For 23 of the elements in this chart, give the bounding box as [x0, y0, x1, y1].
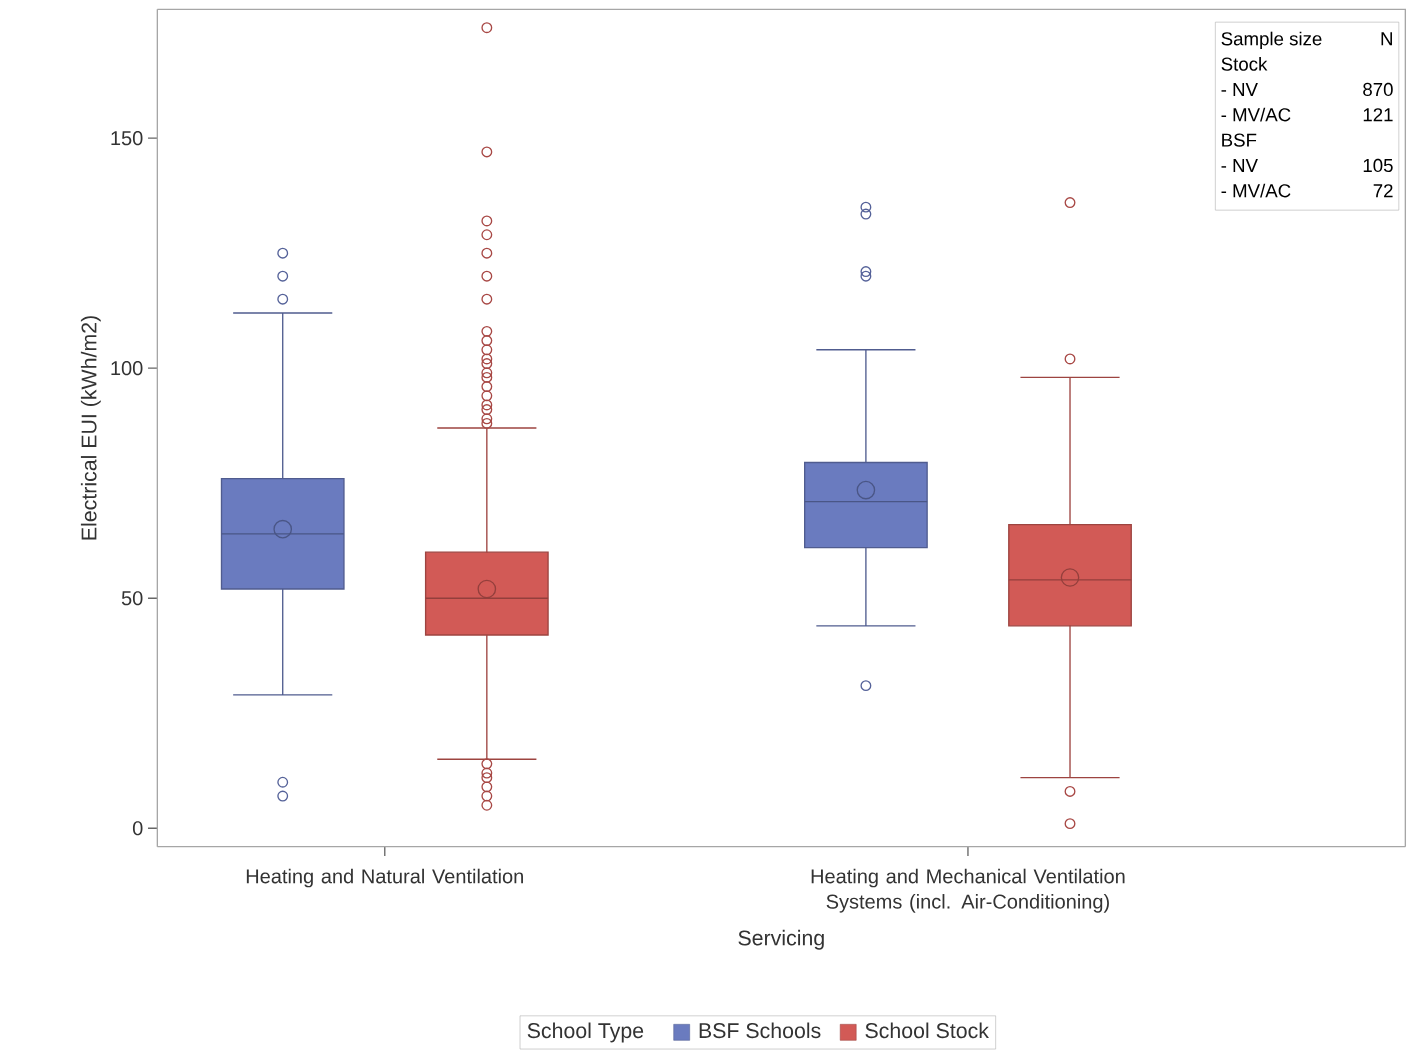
annotation: - NV — [1221, 159, 1258, 172]
annotation: - MV/AC — [1221, 107, 1291, 122]
y-tick-label: 0 — [132, 821, 143, 836]
annotation: Sample size — [1221, 31, 1322, 50]
legend-label: BSF Schools — [699, 1022, 821, 1039]
annotation: BSF — [1222, 133, 1257, 147]
x-tick-label: Heating and Mechanical Ventilation Systems (incl. Air-Conditioning) — [811, 868, 1125, 913]
annotation: - NV — [1221, 83, 1258, 96]
y-tick-label: 50 — [121, 591, 143, 606]
x-tick-label: Heating and Natural Ventilation — [246, 868, 523, 888]
annotation: - MV/AC — [1221, 183, 1291, 198]
annotation: 105 — [1363, 158, 1393, 173]
x-axis-title: Servicing — [738, 929, 824, 950]
annotation: 121 — [1363, 108, 1393, 122]
legend-title: School Type — [527, 1022, 644, 1043]
y-axis-title: Electrical EUI (kWh/m2) — [80, 316, 101, 540]
y-tick-label: 150 — [111, 131, 143, 146]
legend-label: School Stock — [865, 1022, 989, 1039]
annotation: 72 — [1373, 184, 1393, 198]
y-tick-label: 100 — [111, 361, 143, 376]
annotation: 870 — [1363, 82, 1393, 97]
annotation: N — [1381, 32, 1392, 46]
annotation: Stock — [1221, 57, 1268, 71]
